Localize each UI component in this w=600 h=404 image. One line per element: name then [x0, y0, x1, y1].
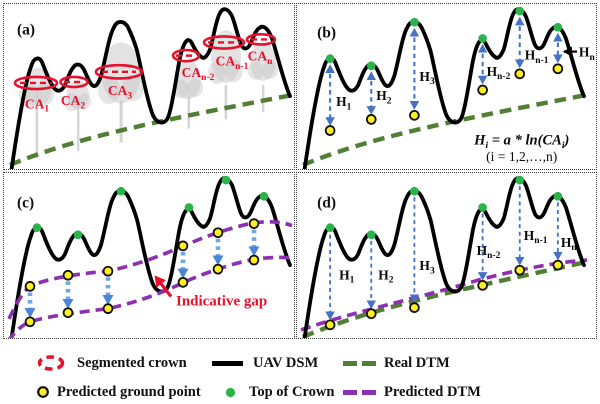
- svg-text:Hn-1: Hn-1: [524, 228, 548, 246]
- segmented-crown-icon: [36, 354, 72, 372]
- top-of-crown-icon: [224, 386, 244, 399]
- indicative-gap-label: Indicative gap: [176, 294, 267, 310]
- legend-label: Real DTM: [384, 354, 450, 371]
- legend-item-predicted-ground-point: Predicted ground point: [36, 379, 212, 404]
- legend-item-uav-dsm: UAV DSM: [212, 350, 343, 376]
- panel-d-label: (d): [317, 194, 336, 211]
- height-arrows: [325, 186, 563, 321]
- crown-area-labels: CA1 CA2 CA3 CAn-2 CAn-1 CAn: [25, 49, 273, 115]
- legend-label: Predicted ground point: [57, 383, 201, 400]
- panel-c-label: (c): [17, 194, 34, 211]
- svg-text:Hi = a * ln(CAi): Hi = a * ln(CAi): [473, 133, 569, 151]
- real-dtm-curve: [302, 92, 587, 168]
- predicted-ground-points: [324, 259, 564, 331]
- svg-text:(i = 1,2,…,n): (i = 1,2,…,n): [486, 149, 557, 165]
- panel-a: CA1 CA2 CA3 CAn-2 CAn-1 CAn (a): [3, 3, 295, 170]
- uav-dsm-line-icon: [212, 360, 248, 366]
- legend-item-segmented-crown: Segmented crown: [36, 350, 212, 376]
- uav-dsm-curve: [302, 176, 586, 338]
- predicted-ground-point-icon: [36, 385, 52, 399]
- panel-b: H1 H2 H3 Hn-2 Hn-1 Hn Hi = a * ln(CAi) (…: [296, 3, 597, 170]
- svg-text:Hn: Hn: [579, 45, 596, 63]
- height-labels: H1 H2 H3 Hn-2 Hn-1 Hn: [339, 228, 577, 286]
- svg-text:H3: H3: [419, 258, 435, 276]
- predicted-ground-points: [24, 218, 260, 328]
- legend-label: UAV DSM: [253, 354, 319, 371]
- svg-text:Hn: Hn: [561, 235, 578, 253]
- top-of-crown-dots: [32, 175, 269, 240]
- legend-label: Segmented crown: [77, 354, 187, 371]
- svg-text:CA3: CA3: [108, 83, 132, 101]
- legend-label: Top of Crown: [249, 383, 335, 400]
- svg-text:CAn-1: CAn-1: [216, 54, 249, 72]
- svg-text:CAn: CAn: [248, 49, 273, 67]
- panel-b-label: (b): [317, 24, 336, 41]
- panel-a-label: (a): [17, 21, 35, 38]
- height-labels: H1 H2 H3 Hn-2 Hn-1 Hn: [336, 45, 595, 113]
- tree: [208, 30, 243, 120]
- indicative-gap-arrow: [154, 275, 173, 298]
- real-dtm-line-icon: [343, 360, 379, 366]
- predicted-ground-points: [324, 63, 564, 136]
- tree: [173, 60, 203, 129]
- height-formula: Hi = a * ln(CAi) (i = 1,2,…,n): [473, 133, 569, 165]
- predicted-dtm-line-icon: [343, 389, 379, 395]
- gap-arrows: [24, 229, 260, 319]
- svg-text:H1: H1: [339, 267, 355, 285]
- tree: [98, 42, 144, 143]
- panel-d: H1 H2 H3 Hn-2 Hn-1 Hn (d): [296, 172, 597, 339]
- panel-c: Indicative gap (c): [3, 172, 295, 339]
- real-dtm-curve: [9, 92, 293, 168]
- svg-text:H2: H2: [376, 88, 392, 106]
- legend-label: Predicted DTM: [384, 383, 481, 400]
- background-trees: [19, 30, 278, 158]
- height-arrows: [325, 16, 563, 126]
- svg-text:CA2: CA2: [61, 93, 85, 111]
- uav-dsm-curve: [302, 7, 586, 169]
- legend-item-real-dtm: Real DTM: [343, 350, 600, 376]
- legend-item-predicted-dtm: Predicted DTM: [343, 379, 600, 404]
- svg-text:Hn-2: Hn-2: [487, 64, 511, 82]
- uav-dsm-curve: [9, 7, 292, 169]
- legend: Segmented crown UAV DSM Real DTM Predict…: [0, 339, 600, 404]
- uav-dsm-curve: [9, 176, 292, 338]
- top-of-crown-dots: [325, 175, 563, 240]
- svg-text:CAn-2: CAn-2: [182, 65, 215, 83]
- svg-text:H2: H2: [378, 267, 394, 285]
- svg-text:H1: H1: [336, 94, 352, 112]
- svg-text:Hn-2: Hn-2: [477, 243, 501, 261]
- svg-text:H3: H3: [419, 69, 435, 87]
- svg-text:Hn-1: Hn-1: [525, 48, 549, 66]
- svg-text:CA1: CA1: [25, 96, 49, 114]
- top-of-crown-dots: [325, 6, 563, 71]
- legend-item-top-of-crown: Top of Crown: [212, 379, 343, 404]
- segmented-crown-ellipses: [13, 33, 277, 91]
